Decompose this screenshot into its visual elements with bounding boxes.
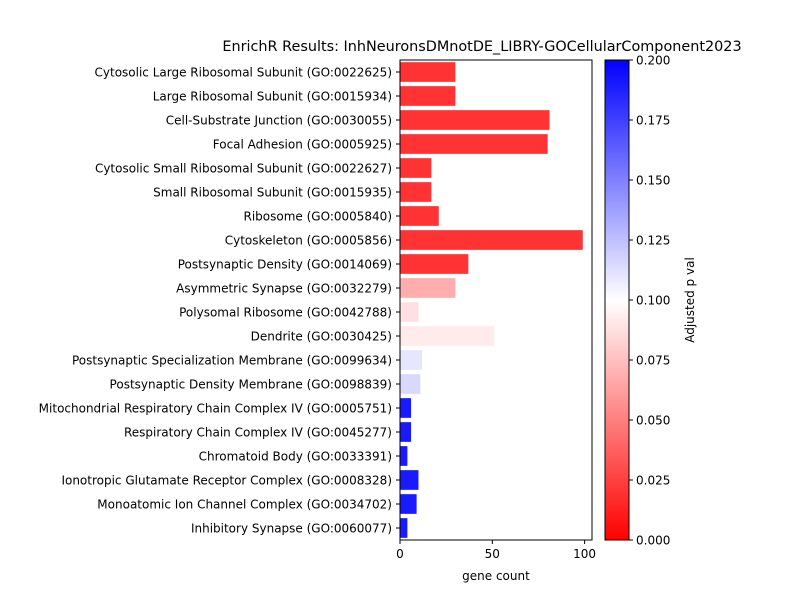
- colorbar-tick-label: 0.150: [636, 174, 670, 188]
- category-label: Cytosolic Small Ribosomal Subunit (GO:00…: [95, 162, 392, 176]
- colorbar-tick-label: 0.000: [636, 534, 670, 548]
- category-label: Postsynaptic Density Membrane (GO:009883…: [110, 378, 392, 392]
- bar: [400, 374, 421, 394]
- bar: [400, 158, 432, 178]
- bar: [400, 446, 408, 466]
- colorbar-gradient: [605, 60, 629, 540]
- chart-title: EnrichR Results: InhNeuronsDMnotDE_LIBRY…: [222, 39, 741, 55]
- colorbar-tick-label: 0.100: [636, 294, 670, 308]
- colorbar-tick-label: 0.025: [636, 474, 670, 488]
- category-label: Cell-Substrate Junction (GO:0030055): [166, 114, 392, 128]
- category-label: Polysomal Ribosome (GO:0042788): [179, 306, 392, 320]
- x-tick-label: 0: [396, 547, 404, 561]
- bar: [400, 278, 456, 298]
- category-label: Postsynaptic Density (GO:0014069): [178, 258, 392, 272]
- category-label: Monoatomic Ion Channel Complex (GO:00347…: [97, 498, 392, 512]
- bar: [400, 206, 439, 226]
- category-label: Large Ribosomal Subunit (GO:0015934): [153, 90, 392, 104]
- colorbar-tick-label: 0.200: [636, 54, 670, 68]
- category-label: Ribosome (GO:0005840): [244, 210, 393, 224]
- category-label: Focal Adhesion (GO:0005925): [213, 138, 392, 152]
- bar: [400, 254, 469, 274]
- category-label: Inhibitory Synapse (GO:0060077): [191, 522, 392, 536]
- colorbar-tick-label: 0.075: [636, 354, 670, 368]
- category-label: Cytoskeleton (GO:0005856): [225, 234, 392, 248]
- colorbar-tick-label: 0.175: [636, 114, 670, 128]
- category-label: Cytosolic Large Ribosomal Subunit (GO:00…: [95, 66, 392, 80]
- bar: [400, 182, 432, 202]
- bar: [400, 110, 550, 130]
- bar: [400, 326, 495, 346]
- category-label: Asymmetric Synapse (GO:0032279): [176, 282, 392, 296]
- bar: [400, 62, 456, 82]
- bar: [400, 230, 583, 250]
- bar: [400, 302, 419, 322]
- bar-group: [400, 62, 583, 538]
- x-axis-ticks: 0 50 100: [396, 540, 596, 561]
- category-label: Dendrite (GO:0030425): [251, 330, 392, 344]
- bar: [400, 134, 548, 154]
- category-label: Small Ribosomal Subunit (GO:0015935): [153, 186, 392, 200]
- bar: [400, 494, 417, 514]
- category-label: Postsynaptic Specialization Membrane (GO…: [72, 354, 392, 368]
- bar: [400, 518, 408, 538]
- colorbar-tick-label: 0.050: [636, 414, 670, 428]
- x-axis-label: gene count: [462, 569, 530, 583]
- bar: [400, 350, 423, 370]
- bar: [400, 398, 412, 418]
- category-labels: Cytosolic Large Ribosomal Subunit (GO:00…: [39, 66, 400, 536]
- colorbar-label: Adjusted p val: [683, 257, 697, 343]
- category-label: Mitochondrial Respiratory Chain Complex …: [39, 402, 392, 416]
- category-label: Respiratory Chain Complex IV (GO:0045277…: [124, 426, 392, 440]
- bar: [400, 86, 456, 106]
- bar: [400, 470, 419, 490]
- x-tick-label: 50: [485, 547, 500, 561]
- category-label: Ionotropic Glutamate Receptor Complex (G…: [61, 474, 392, 488]
- x-tick-label: 100: [573, 547, 596, 561]
- category-label: Chromatoid Body (GO:0033391): [199, 450, 392, 464]
- colorbar-ticks: 0.000 0.025 0.050 0.075 0.100 0.125 0.150 0.175…: [629, 54, 670, 548]
- plot-frame: [399, 59, 593, 541]
- bar: [400, 422, 412, 442]
- colorbar-tick-label: 0.125: [636, 234, 670, 248]
